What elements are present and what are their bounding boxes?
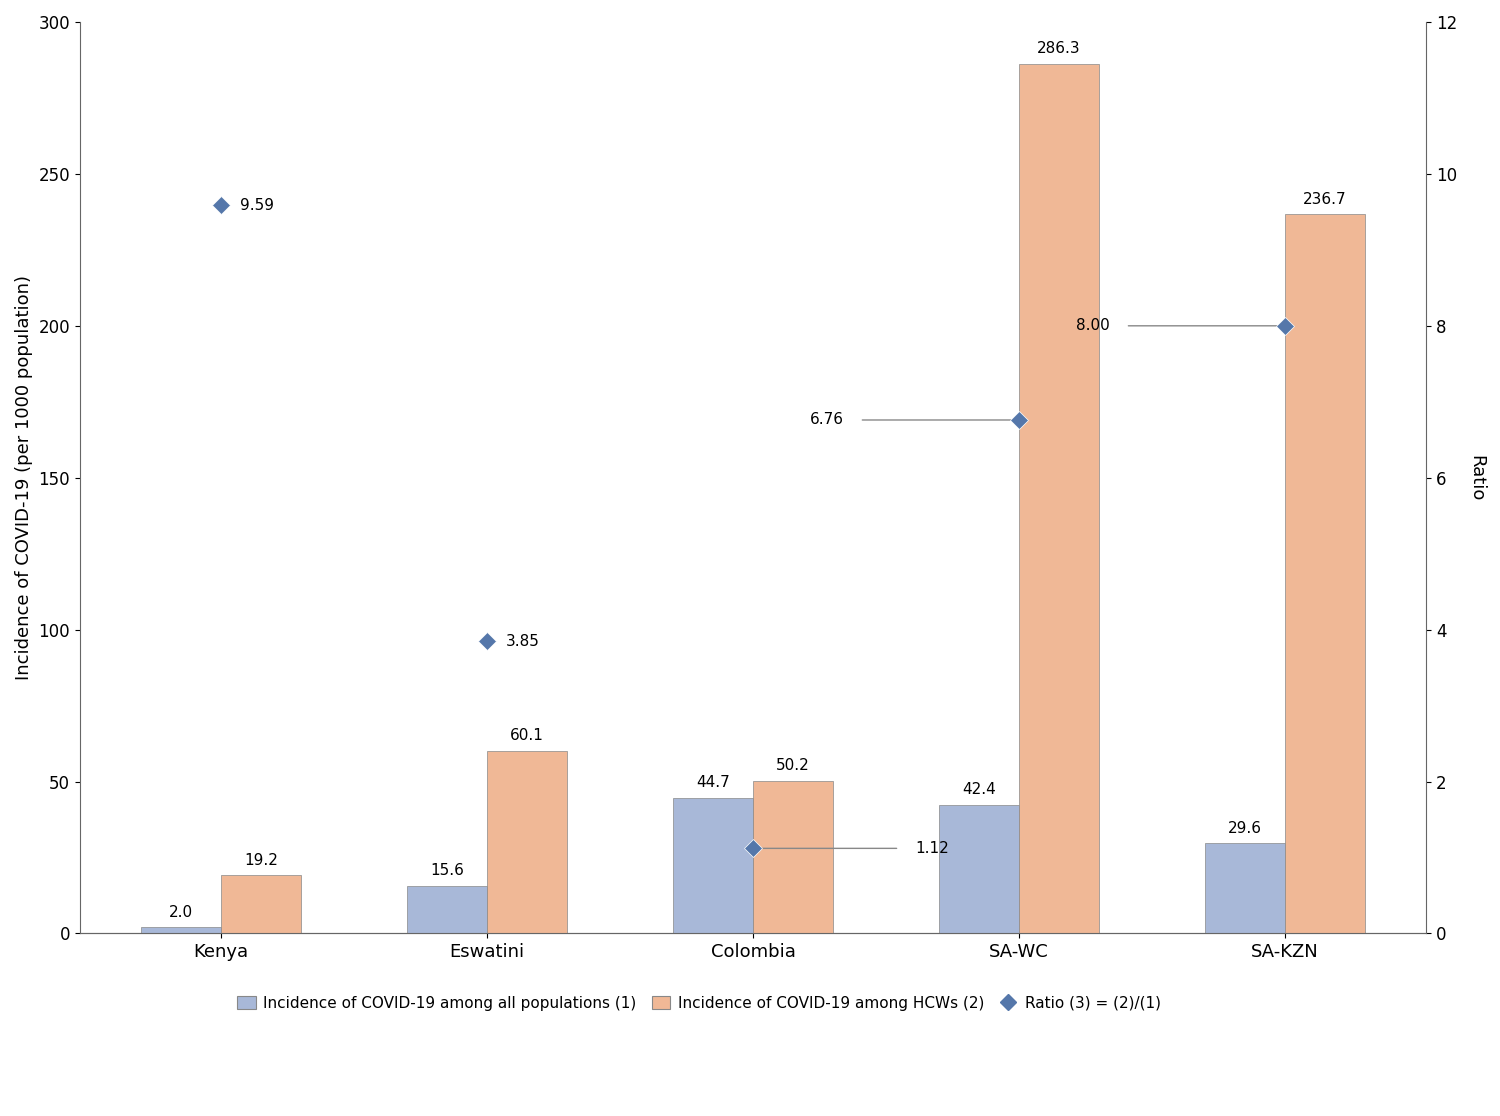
Text: 236.7: 236.7 [1304, 192, 1347, 206]
Text: 3.85: 3.85 [506, 634, 540, 648]
Bar [1286, 214, 1365, 933]
Text: 6.76: 6.76 [810, 413, 843, 427]
Text: 286.3: 286.3 [1038, 41, 1082, 56]
Y-axis label: Incidence of COVID-19 (per 1000 population): Incidence of COVID-19 (per 1000 populati… [15, 276, 33, 681]
Text: 50.2: 50.2 [776, 758, 810, 773]
Bar [220, 875, 300, 933]
Legend: Incidence of COVID-19 among all populations (1), Incidence of COVID-19 among HCW: Incidence of COVID-19 among all populati… [231, 990, 1167, 1017]
Text: 1.12: 1.12 [915, 840, 950, 856]
Text: 42.4: 42.4 [963, 782, 996, 797]
Text: 29.6: 29.6 [1228, 821, 1263, 836]
Bar [939, 805, 1019, 933]
Text: 44.7: 44.7 [696, 775, 730, 790]
Bar [674, 798, 753, 933]
Bar [753, 781, 833, 933]
Bar [1019, 64, 1100, 933]
Text: 8.00: 8.00 [1076, 318, 1110, 334]
Text: 9.59: 9.59 [240, 198, 273, 212]
Bar [406, 886, 488, 933]
Y-axis label: Ratio: Ratio [1467, 454, 1485, 501]
Bar [1206, 844, 1286, 933]
Bar [141, 927, 220, 933]
Text: 15.6: 15.6 [430, 864, 464, 878]
Text: 19.2: 19.2 [244, 853, 278, 867]
Text: 60.1: 60.1 [510, 729, 544, 743]
Bar [488, 751, 567, 933]
Text: 2.0: 2.0 [170, 905, 194, 920]
